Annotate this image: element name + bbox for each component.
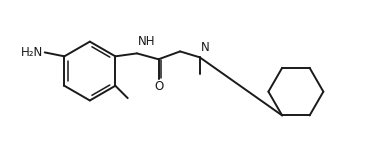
Text: NH: NH [138,35,155,49]
Text: N: N [201,41,209,54]
Text: O: O [154,80,163,93]
Text: H₂N: H₂N [20,46,43,59]
